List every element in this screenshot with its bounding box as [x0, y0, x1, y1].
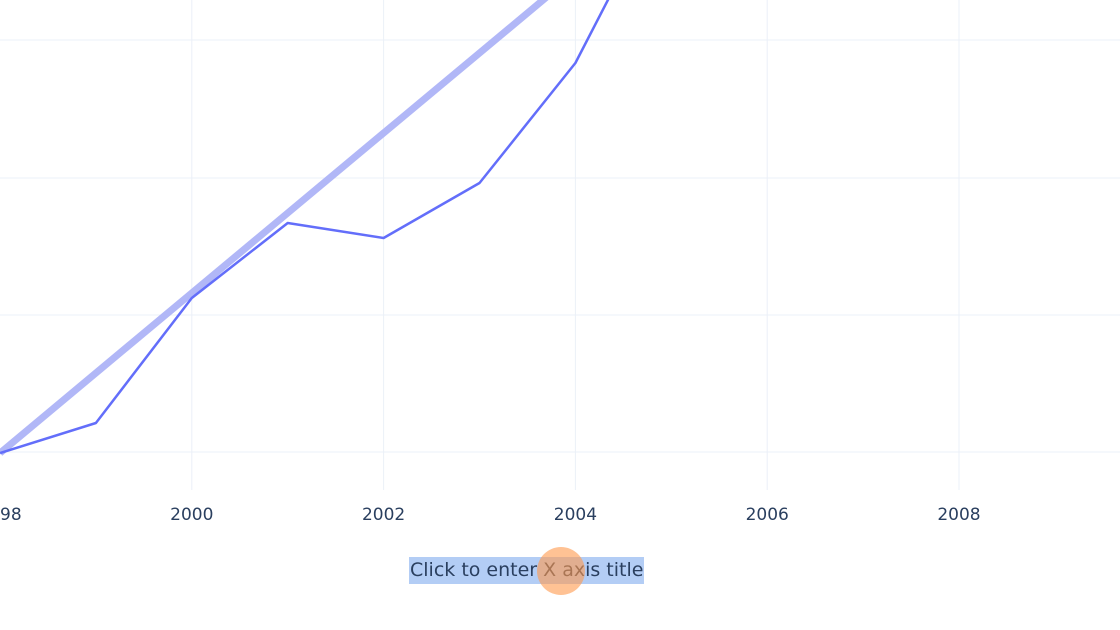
x-tick-label: 2004	[554, 505, 597, 525]
x-tick-label: 2006	[746, 505, 789, 525]
x-axis-title-selection[interactable]: Click to enter X axis title	[409, 557, 645, 584]
data-line	[0, 0, 610, 455]
gridlines	[0, 0, 1120, 490]
x-tick-label: 2008	[937, 505, 980, 525]
x-tick-label: 2000	[170, 505, 213, 525]
series-layer	[0, 0, 610, 456]
trend-line	[0, 0, 549, 456]
x-axis-title[interactable]: Click to enter X axis title	[410, 559, 644, 581]
x-tick-label: 98	[0, 505, 22, 525]
x-axis-ticks: 98 2000 2002 2004 2006 2008	[0, 505, 981, 525]
x-tick-label: 2002	[362, 505, 405, 525]
